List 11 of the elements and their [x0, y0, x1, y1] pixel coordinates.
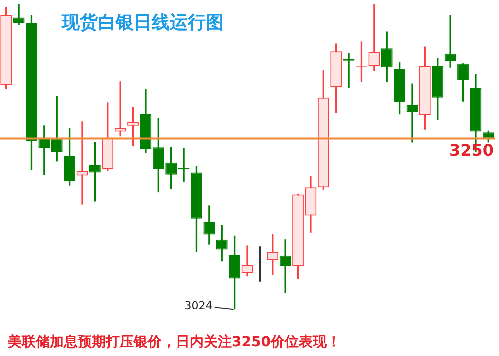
text: 现货白银日线运行图: [61, 12, 224, 34]
candlestick: [242, 246, 254, 277]
candlestick: [444, 14, 456, 68]
candlestick: [280, 240, 292, 294]
annotation: 3024: [184, 299, 213, 312]
candlestick: [368, 4, 380, 72]
annotation: 3250: [449, 140, 494, 160]
candlestick: [114, 82, 126, 137]
text: 美联储加息预期打压银价，日内关注3250价位表现！: [7, 334, 341, 351]
candlestick: [76, 122, 88, 205]
candlestick: [406, 84, 418, 143]
